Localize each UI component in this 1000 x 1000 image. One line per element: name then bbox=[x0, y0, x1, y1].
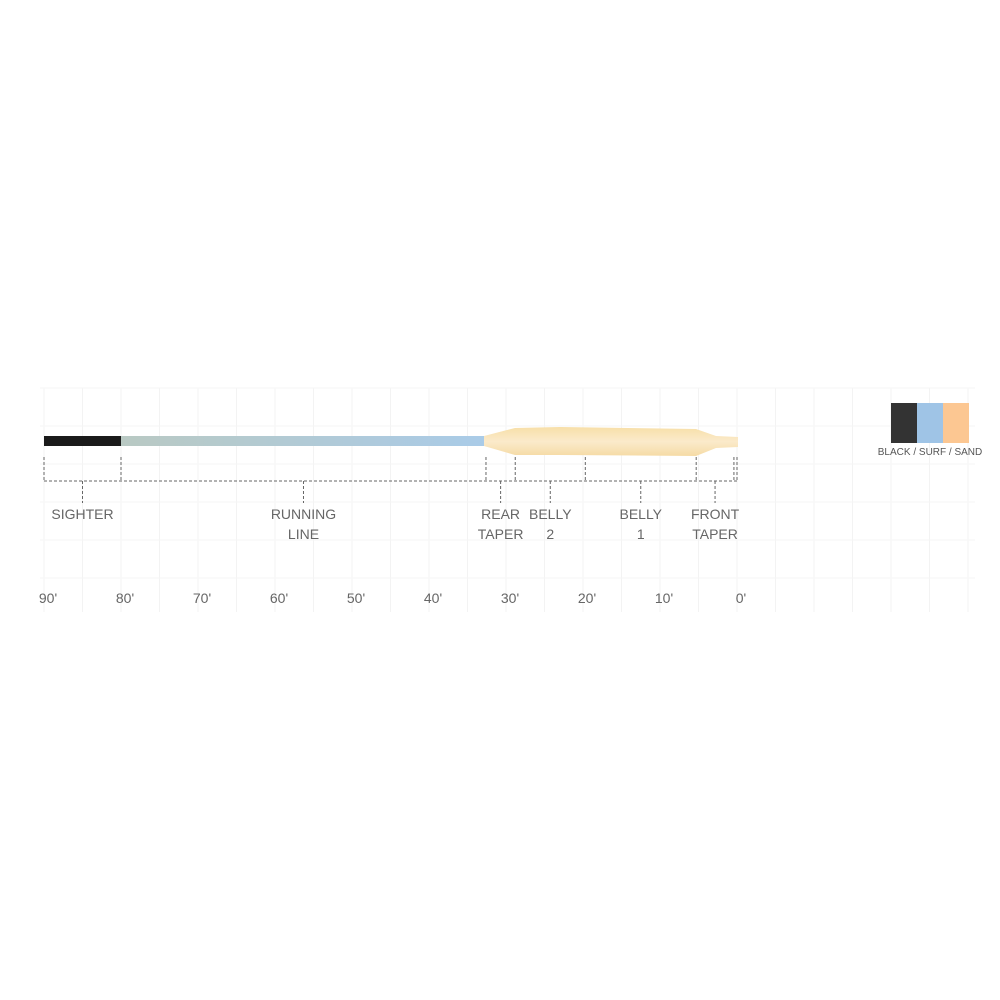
section-label-line2: TAPER bbox=[477, 526, 524, 542]
section-label-line1: SIGHTER bbox=[51, 506, 114, 522]
section-label-line2: 1 bbox=[636, 526, 645, 542]
section-label-line1: BELLY bbox=[528, 506, 572, 522]
legend-swatch-surf bbox=[917, 403, 943, 443]
scale-tick-label: 40' bbox=[423, 590, 443, 606]
section-brackets bbox=[43, 457, 738, 503]
scale-tick-label: 60' bbox=[269, 590, 289, 606]
head-segment bbox=[484, 427, 738, 456]
legend-swatch-sand bbox=[943, 403, 969, 443]
color-legend bbox=[891, 403, 969, 443]
scale-tick-label: 50' bbox=[346, 590, 366, 606]
scale-tick-label: 0' bbox=[735, 590, 747, 606]
legend-swatch-black bbox=[891, 403, 917, 443]
scale-tick-label: 90' bbox=[38, 590, 58, 606]
section-label-line1: REAR bbox=[481, 506, 521, 522]
section-label: RUNNING LINE bbox=[271, 504, 336, 544]
scale-tick-label: 20' bbox=[577, 590, 597, 606]
section-label-line2: LINE bbox=[287, 526, 320, 542]
section-label: BELLY 1 bbox=[619, 504, 662, 544]
background-grid bbox=[40, 387, 975, 612]
sighter-segment bbox=[44, 436, 121, 446]
legend-label: BLACK / SURF / SAND bbox=[877, 447, 983, 458]
section-label: SIGHTER bbox=[51, 504, 113, 524]
section-label: BELLY 2 bbox=[529, 504, 572, 544]
scale-tick-label: 10' bbox=[654, 590, 674, 606]
section-label-line1: FRONT bbox=[690, 506, 740, 522]
scale-tick-label: 70' bbox=[192, 590, 212, 606]
section-label-line2: TAPER bbox=[692, 526, 738, 542]
section-label: REAR TAPER bbox=[478, 504, 524, 544]
section-label-line1: RUNNING bbox=[270, 506, 337, 522]
section-label-line2: 2 bbox=[546, 526, 555, 542]
scale-tick-label: 80' bbox=[115, 590, 135, 606]
section-label: FRONT TAPER bbox=[691, 504, 739, 544]
section-label-line1: BELLY bbox=[619, 506, 663, 522]
scale-tick-label: 30' bbox=[500, 590, 520, 606]
running-line-segment bbox=[121, 436, 488, 446]
